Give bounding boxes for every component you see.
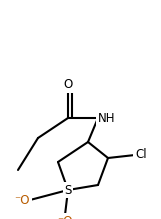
Text: NH: NH [98, 111, 115, 124]
Text: ⁻O: ⁻O [14, 194, 30, 207]
Text: O: O [63, 78, 73, 92]
Text: S: S [64, 184, 72, 196]
Text: ⁻O: ⁻O [57, 215, 73, 219]
Text: Cl: Cl [135, 148, 147, 161]
